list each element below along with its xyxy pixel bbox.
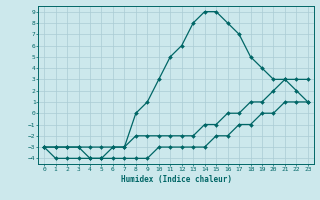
X-axis label: Humidex (Indice chaleur): Humidex (Indice chaleur)	[121, 175, 231, 184]
